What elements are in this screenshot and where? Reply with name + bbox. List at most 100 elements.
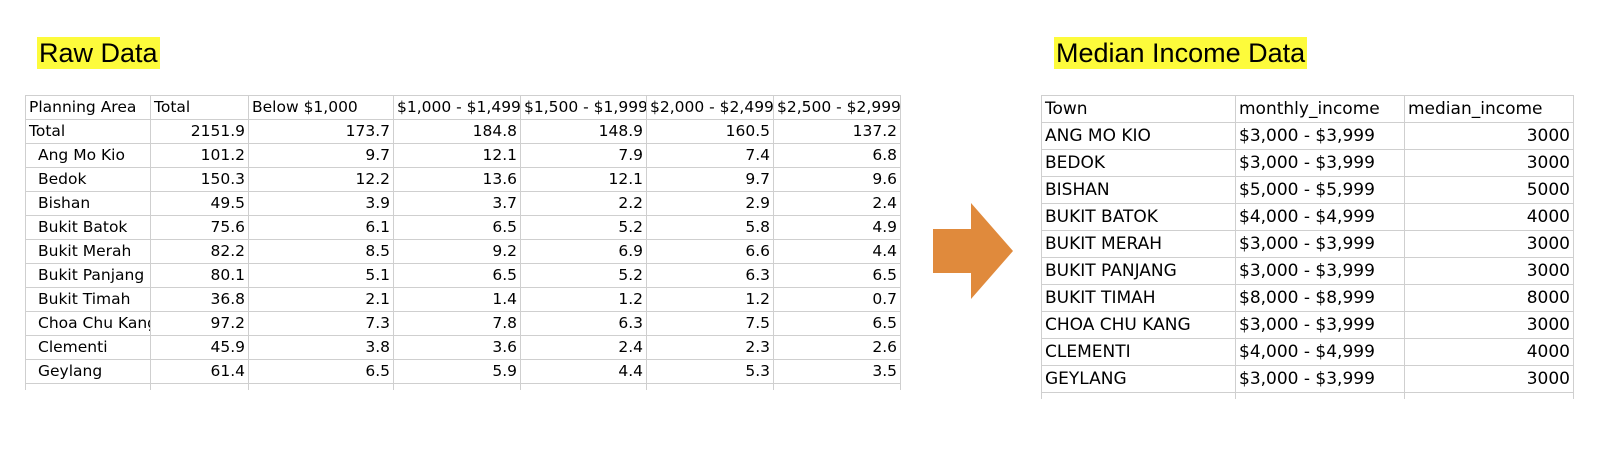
value-cell[interactable]: 3.8 <box>248 335 394 360</box>
value-cell[interactable]: 4.9 <box>773 215 901 240</box>
median-income-cell[interactable]: 4000 <box>1404 203 1574 231</box>
value-cell[interactable]: 7.5 <box>646 311 774 336</box>
value-cell[interactable]: 150.3 <box>150 167 249 192</box>
value-cell[interactable]: 6.8 <box>773 143 901 168</box>
value-cell[interactable]: 6.3 <box>646 263 774 288</box>
value-cell[interactable]: 6.6 <box>646 239 774 264</box>
value-cell[interactable]: 160.5 <box>646 119 774 144</box>
value-cell[interactable]: 2.3 <box>646 335 774 360</box>
value-cell[interactable]: 36.8 <box>150 287 249 312</box>
value-cell[interactable]: 173.7 <box>248 119 394 144</box>
value-cell[interactable]: 7.8 <box>393 311 521 336</box>
value-cell[interactable]: 7.4 <box>646 143 774 168</box>
planning-area-cell[interactable]: Ang Mo Kio <box>25 143 151 168</box>
raw-column-header[interactable]: Planning Area <box>25 95 151 120</box>
planning-area-cell[interactable]: Choa Chu Kang <box>25 311 151 336</box>
monthly-income-cell[interactable]: $3,000 - $3,999 <box>1235 149 1405 177</box>
town-cell[interactable]: BEDOK <box>1041 149 1236 177</box>
value-cell[interactable]: 6.5 <box>773 263 901 288</box>
town-cell[interactable]: BUKIT BATOK <box>1041 203 1236 231</box>
value-cell[interactable]: 2.9 <box>646 191 774 216</box>
median-column-header[interactable]: monthly_income <box>1235 95 1405 123</box>
value-cell[interactable]: 137.2 <box>773 119 901 144</box>
value-cell[interactable]: 12.2 <box>248 167 394 192</box>
monthly-income-cell[interactable]: $4,000 - $4,999 <box>1235 338 1405 366</box>
value-cell[interactable]: 1.2 <box>520 287 647 312</box>
value-cell[interactable]: 13.6 <box>393 167 521 192</box>
value-cell[interactable]: 0.7 <box>773 287 901 312</box>
monthly-income-cell[interactable]: $3,000 - $3,999 <box>1235 122 1405 150</box>
median-column-header[interactable]: median_income <box>1404 95 1574 123</box>
value-cell[interactable]: 7.3 <box>248 311 394 336</box>
value-cell[interactable]: 3.6 <box>393 335 521 360</box>
median-income-cell[interactable]: 3000 <box>1404 122 1574 150</box>
monthly-income-cell[interactable]: $3,000 - $3,999 <box>1235 365 1405 393</box>
value-cell[interactable]: 2.1 <box>248 287 394 312</box>
value-cell[interactable]: 3.7 <box>393 191 521 216</box>
median-income-cell[interactable]: 3000 <box>1404 257 1574 285</box>
value-cell[interactable]: 5.2 <box>520 215 647 240</box>
value-cell[interactable]: 5.1 <box>248 263 394 288</box>
value-cell[interactable]: 5.9 <box>393 359 521 384</box>
value-cell[interactable]: 6.9 <box>520 239 647 264</box>
raw-column-header[interactable]: $2,500 - $2,999 <box>773 95 901 120</box>
value-cell[interactable]: 2.4 <box>773 191 901 216</box>
median-income-cell[interactable]: 4000 <box>1404 338 1574 366</box>
value-cell[interactable]: 2.4 <box>520 335 647 360</box>
value-cell[interactable]: 6.5 <box>248 359 394 384</box>
planning-area-cell[interactable]: Clementi <box>25 335 151 360</box>
raw-column-header[interactable]: Below $1,000 <box>248 95 394 120</box>
value-cell[interactable]: 2.6 <box>773 335 901 360</box>
median-income-cell[interactable]: 3000 <box>1404 311 1574 339</box>
value-cell[interactable]: 6.5 <box>393 263 521 288</box>
planning-area-cell[interactable]: Bukit Merah <box>25 239 151 264</box>
monthly-income-cell[interactable]: $8,000 - $8,999 <box>1235 284 1405 312</box>
town-cell[interactable]: BUKIT MERAH <box>1041 230 1236 258</box>
value-cell[interactable]: 1.2 <box>646 287 774 312</box>
value-cell[interactable]: 5.3 <box>646 359 774 384</box>
value-cell[interactable]: 148.9 <box>520 119 647 144</box>
town-cell[interactable]: BUKIT PANJANG <box>1041 257 1236 285</box>
value-cell[interactable]: 7.9 <box>520 143 647 168</box>
value-cell[interactable]: 1.4 <box>393 287 521 312</box>
monthly-income-cell[interactable]: $5,000 - $5,999 <box>1235 176 1405 204</box>
raw-column-header[interactable]: $1,000 - $1,499 <box>393 95 521 120</box>
value-cell[interactable]: 3.9 <box>248 191 394 216</box>
median-income-cell[interactable]: 3000 <box>1404 365 1574 393</box>
town-cell[interactable]: BISHAN <box>1041 176 1236 204</box>
value-cell[interactable]: 2.2 <box>520 191 647 216</box>
median-income-cell[interactable]: 3000 <box>1404 230 1574 258</box>
value-cell[interactable]: 75.6 <box>150 215 249 240</box>
raw-column-header[interactable]: Total <box>150 95 249 120</box>
value-cell[interactable]: 82.2 <box>150 239 249 264</box>
raw-column-header[interactable]: $1,500 - $1,999 <box>520 95 647 120</box>
monthly-income-cell[interactable]: $3,000 - $3,999 <box>1235 257 1405 285</box>
raw-column-header[interactable]: $2,000 - $2,499 <box>646 95 774 120</box>
value-cell[interactable]: 6.5 <box>393 215 521 240</box>
value-cell[interactable]: 9.7 <box>248 143 394 168</box>
town-cell[interactable]: CLEMENTI <box>1041 338 1236 366</box>
value-cell[interactable]: 6.5 <box>773 311 901 336</box>
value-cell[interactable]: 97.2 <box>150 311 249 336</box>
value-cell[interactable]: 5.8 <box>646 215 774 240</box>
value-cell[interactable]: 101.2 <box>150 143 249 168</box>
median-income-cell[interactable]: 8000 <box>1404 284 1574 312</box>
town-cell[interactable]: CHOA CHU KANG <box>1041 311 1236 339</box>
monthly-income-cell[interactable]: $4,000 - $4,999 <box>1235 203 1405 231</box>
value-cell[interactable]: 61.4 <box>150 359 249 384</box>
planning-area-cell[interactable]: Bukit Timah <box>25 287 151 312</box>
town-cell[interactable]: ANG MO KIO <box>1041 122 1236 150</box>
monthly-income-cell[interactable]: $3,000 - $3,999 <box>1235 311 1405 339</box>
value-cell[interactable]: 184.8 <box>393 119 521 144</box>
planning-area-cell[interactable]: Bishan <box>25 191 151 216</box>
town-cell[interactable]: GEYLANG <box>1041 365 1236 393</box>
value-cell[interactable]: 12.1 <box>393 143 521 168</box>
planning-area-cell[interactable]: Total <box>25 119 151 144</box>
value-cell[interactable]: 9.7 <box>646 167 774 192</box>
planning-area-cell[interactable]: Geylang <box>25 359 151 384</box>
value-cell[interactable]: 3.5 <box>773 359 901 384</box>
value-cell[interactable]: 6.1 <box>248 215 394 240</box>
planning-area-cell[interactable]: Bukit Panjang <box>25 263 151 288</box>
value-cell[interactable]: 49.5 <box>150 191 249 216</box>
value-cell[interactable]: 80.1 <box>150 263 249 288</box>
